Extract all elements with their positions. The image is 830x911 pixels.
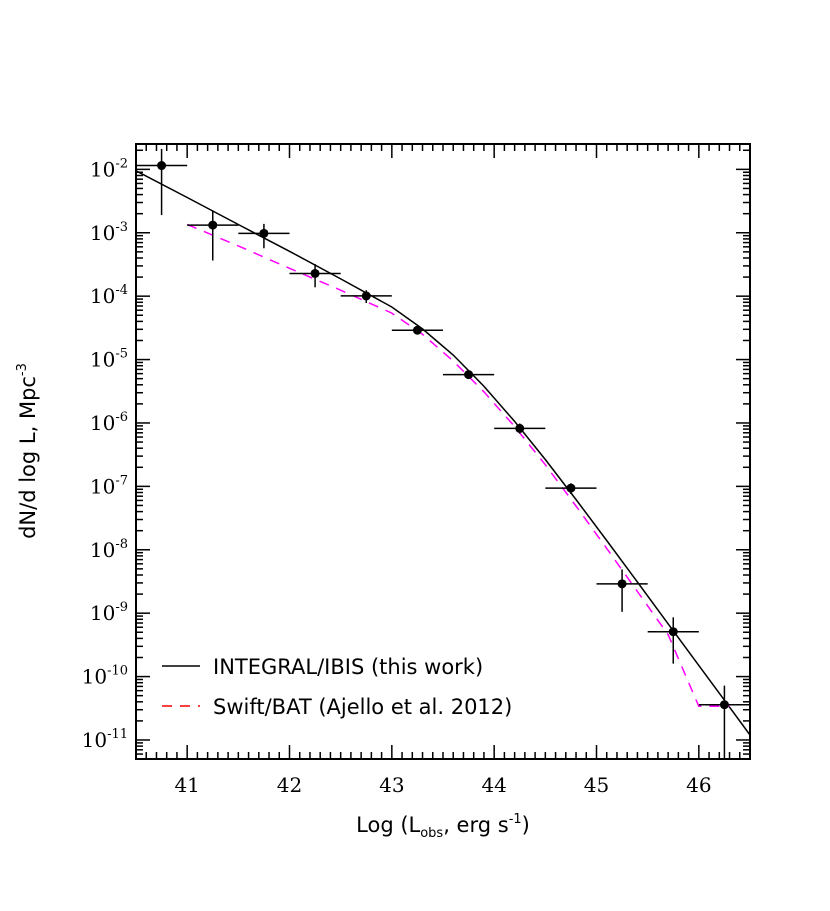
y-tick-label: 10-3 bbox=[90, 220, 128, 245]
data-marker bbox=[361, 291, 371, 301]
data-point bbox=[596, 569, 648, 612]
x-tick-label: 46 bbox=[686, 773, 711, 797]
data-marker bbox=[259, 228, 269, 238]
y-tick-label: 10-7 bbox=[90, 473, 128, 498]
data-point bbox=[391, 325, 443, 335]
y-tick-labels: 10-2 10-3 10-4 10-5 10-6 10-7 10-8 10-9 10-10 10-… bbox=[82, 156, 128, 752]
y-tick-label: 10-8 bbox=[90, 537, 128, 562]
data-point bbox=[647, 617, 699, 664]
data-point bbox=[698, 685, 750, 760]
x-tick-label: 43 bbox=[379, 773, 404, 797]
y-tick-label: 10-10 bbox=[82, 664, 128, 689]
data-point bbox=[545, 483, 597, 494]
data-marker bbox=[310, 268, 320, 278]
y-tick-label: 10-6 bbox=[90, 410, 128, 435]
data-marker bbox=[208, 220, 218, 230]
x-tick-label: 41 bbox=[174, 773, 199, 797]
data-point bbox=[289, 264, 341, 288]
data-point bbox=[136, 148, 188, 216]
data-point bbox=[494, 423, 546, 434]
data-marker bbox=[464, 370, 474, 380]
data-marker bbox=[515, 423, 525, 433]
x-tick-label: 42 bbox=[277, 773, 302, 797]
y-tick-label: 10-11 bbox=[82, 727, 128, 752]
y-tick-label: 10-4 bbox=[90, 283, 128, 308]
data-points bbox=[136, 148, 750, 760]
data-marker bbox=[719, 700, 729, 710]
y-tick-label: 10-9 bbox=[90, 600, 128, 625]
data-point bbox=[443, 370, 495, 380]
x-tick-label: 44 bbox=[481, 773, 506, 797]
y-axis-title: dN/d log L, Mpc-3 bbox=[15, 363, 40, 539]
data-marker bbox=[617, 579, 627, 589]
data-marker bbox=[157, 161, 167, 171]
integral-model-line bbox=[135, 170, 751, 736]
ticks-group bbox=[135, 144, 751, 759]
model-curves bbox=[135, 170, 751, 736]
data-marker bbox=[412, 325, 422, 335]
x-axis-title: Log (Lobs, erg s-1) bbox=[356, 812, 530, 841]
y-tick-label: 10-2 bbox=[90, 156, 128, 181]
data-point bbox=[340, 290, 392, 304]
legend: INTEGRAL/IBIS (this work) Swift/BAT (Aje… bbox=[162, 655, 512, 719]
data-point bbox=[238, 223, 290, 249]
x-tick-label: 45 bbox=[584, 773, 609, 797]
y-tick-label: 10-5 bbox=[90, 347, 128, 372]
legend-label-swift: Swift/BAT (Ajello et al. 2012) bbox=[213, 695, 512, 719]
legend-label-integral: INTEGRAL/IBIS (this work) bbox=[213, 655, 483, 679]
data-marker bbox=[566, 483, 576, 493]
swift-model-line bbox=[186, 223, 730, 708]
x-tick-labels: 41 42 43 44 45 46 bbox=[174, 773, 711, 797]
data-point bbox=[187, 210, 239, 261]
data-marker bbox=[668, 627, 678, 637]
